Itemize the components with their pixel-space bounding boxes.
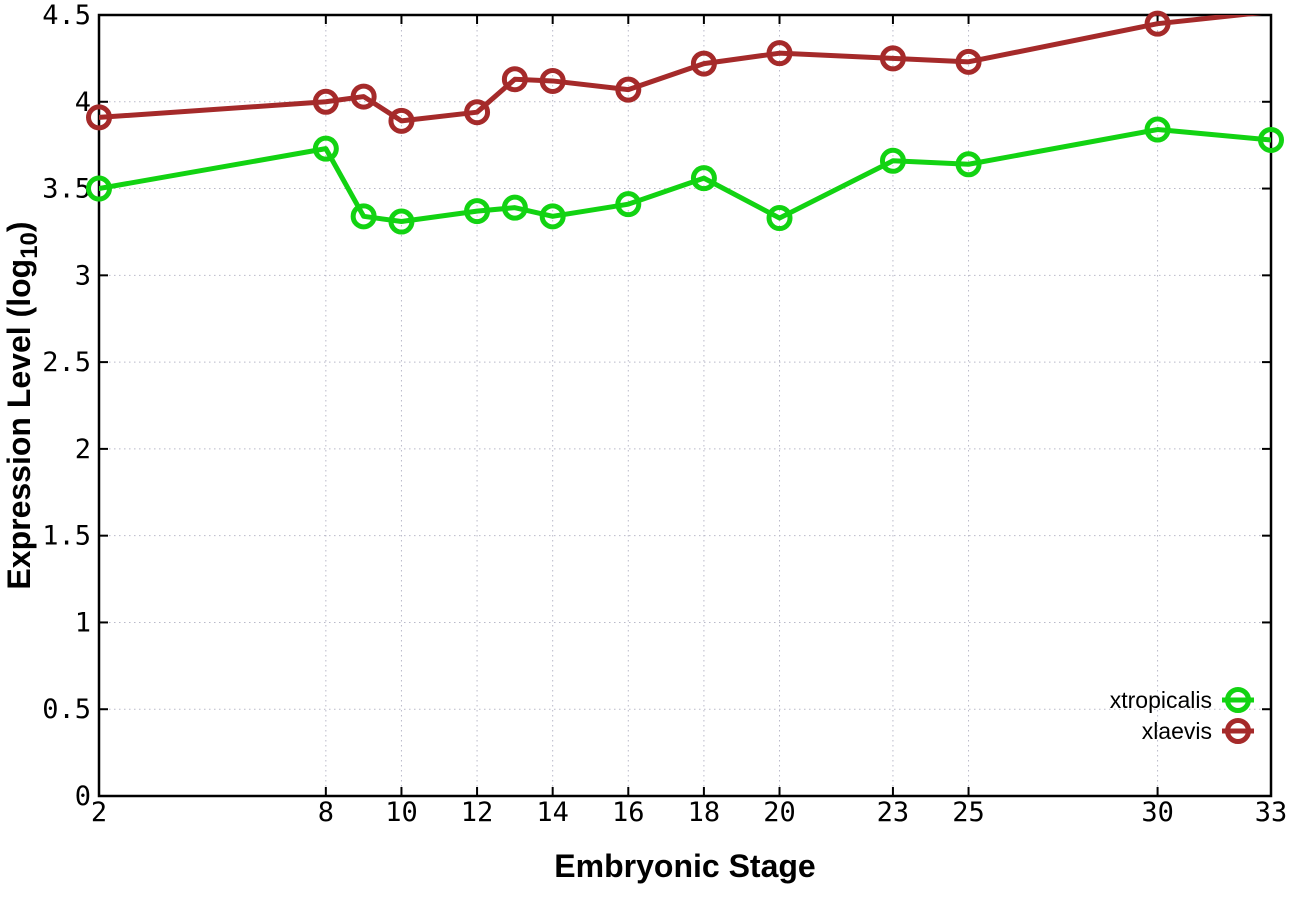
x-tick-label: 12 [461,797,494,828]
data-point-xlaevis [766,40,793,67]
legend-label-xlaevis: xlaevis [1142,718,1212,744]
data-point-xlaevis [539,67,566,94]
gridlines [99,15,1271,796]
y-tick-labels: 0 0.5 1 1.5 2 2.5 3 3.5 4 4.5 [42,0,91,812]
y-tick-label: 1.5 [42,521,91,552]
legend: xtropicalis xlaevis [1110,687,1254,744]
data-point-xlaevis [464,99,491,126]
x-tick-label: 30 [1141,797,1174,828]
x-tick-label: 23 [877,797,910,828]
x-tick-label: 25 [952,797,985,828]
data-point-xtropicalis [350,203,377,230]
y-tick-label: 2.5 [42,347,91,378]
data-point-xtropicalis [955,151,982,178]
x-tick-label: 8 [318,797,334,828]
data-point-xtropicalis [539,203,566,230]
data-point-xtropicalis [388,208,415,235]
data-point-xlaevis [690,50,717,77]
x-tick-label: 2 [91,797,107,828]
data-point-xtropicalis [1144,116,1171,143]
y-tick-label: 1 [75,607,91,638]
data-point-xlaevis [615,76,642,103]
data-point-xtropicalis [464,198,491,225]
x-tick-label: 10 [385,797,418,828]
x-tick-labels: 2 8 10 12 14 16 18 20 23 25 30 33 [91,797,1287,828]
plot-border [97,13,1273,798]
data-point-xtropicalis [312,135,339,162]
data-point-xtropicalis [501,194,528,221]
legend-label-xtropicalis: xtropicalis [1110,687,1212,713]
x-tick-label: 18 [688,797,721,828]
series-xlaevis [86,10,1263,134]
x-tick-label: 33 [1255,797,1288,828]
y-tick-label: 3.5 [42,174,91,205]
y-tick-label: 4 [75,87,91,118]
x-tick-label: 20 [763,797,796,828]
legend-marker-xtropicalis [1225,687,1251,713]
y-tick-label: 4.5 [42,0,91,31]
data-point-xtropicalis [615,191,642,218]
series-xtropicalis [86,116,1284,235]
tick-marks [98,14,1272,797]
data-point-xtropicalis [766,205,793,232]
data-point-xlaevis [350,83,377,110]
data-point-xtropicalis [1258,126,1284,153]
legend-item-xtropicalis: xtropicalis [1110,687,1254,713]
data-point-xtropicalis [86,175,112,202]
data-point-xlaevis [501,66,528,93]
legend-marker-xlaevis [1225,718,1251,744]
data-point-xlaevis [879,45,906,72]
y-tick-label: 0 [75,781,91,812]
data-point-xlaevis [86,104,112,131]
data-point-xlaevis [955,48,982,75]
data-point-xtropicalis [879,147,906,174]
data-point-xtropicalis [690,165,717,192]
legend-item-xlaevis: xlaevis [1142,718,1254,744]
y-tick-label: 0.5 [42,694,91,725]
y-tick-label: 3 [75,260,91,291]
x-tick-label: 14 [536,797,569,828]
x-tick-label: 16 [612,797,645,828]
y-axis-title: Expression Level (log10) [1,221,43,589]
y-tick-label: 2 [75,434,91,465]
data-point-xlaevis [388,107,415,134]
data-point-xlaevis [1144,10,1171,37]
x-axis-title: Embryonic Stage [554,848,815,884]
data-point-xlaevis [312,88,339,115]
